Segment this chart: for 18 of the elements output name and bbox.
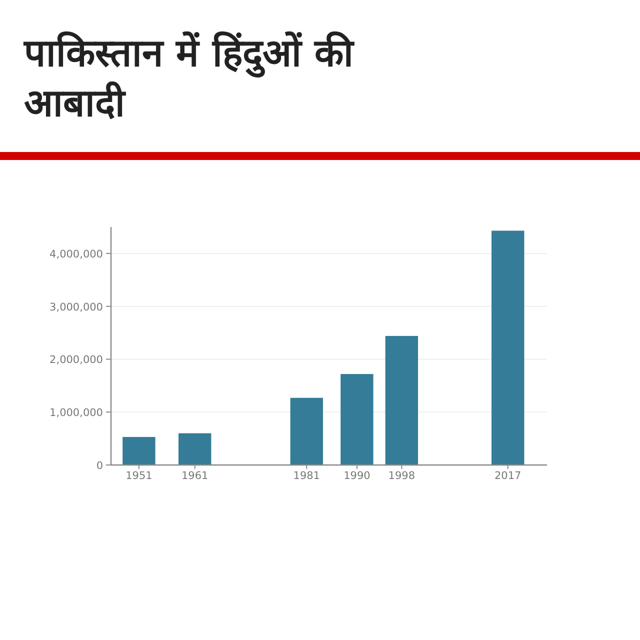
chart-title: पाकिस्तान में हिंदुओं की आबादी <box>24 30 356 127</box>
y-tick-label: 3,000,000 <box>50 301 103 314</box>
bar <box>340 374 374 465</box>
bar <box>122 436 156 465</box>
x-tick-label: 1961 <box>181 470 208 482</box>
y-tick-label: 0 <box>96 460 103 472</box>
bar <box>492 230 524 465</box>
bar <box>385 336 418 465</box>
bar <box>290 398 323 465</box>
bar <box>178 433 212 465</box>
x-tick-label: 1990 <box>344 470 370 482</box>
y-tick-label: 2,000,000 <box>50 354 103 366</box>
x-tick-label: 1951 <box>126 470 152 482</box>
x-tick-label: 2017 <box>494 470 522 482</box>
y-tick-label: 1,000,000 <box>50 407 103 420</box>
x-tick-label: 1981 <box>293 470 320 482</box>
y-tick-label: 4,000,000 <box>50 248 103 260</box>
x-tick-label: 1998 <box>388 470 416 482</box>
